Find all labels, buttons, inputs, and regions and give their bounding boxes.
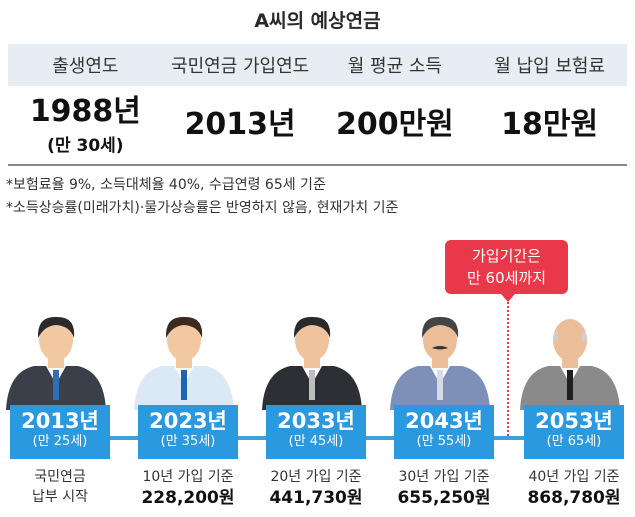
badge-year: 2033년 bbox=[277, 409, 355, 433]
caption-line1: 10년 가입 기준 bbox=[142, 469, 234, 485]
badge-age: (만 45세) bbox=[288, 434, 344, 449]
badge-year: 2043년 bbox=[405, 409, 483, 433]
person-illustration-2 bbox=[132, 310, 236, 410]
year-badge-2: 2023년 (만 35세) bbox=[138, 405, 238, 459]
badge-year: 2053년 bbox=[535, 409, 613, 433]
pension-amount: 655,250원 bbox=[397, 488, 491, 508]
income-value: 200만원 bbox=[335, 107, 454, 142]
stage-caption-3: 20년 가입 기준 441,730원 bbox=[254, 467, 378, 509]
caption-line1: 국민연금 bbox=[34, 469, 86, 485]
caption-line1: 30년 가입 기준 bbox=[398, 469, 490, 485]
person-illustration-4 bbox=[388, 310, 492, 410]
cell-join-year: 2013년 bbox=[163, 86, 318, 164]
premium-value: 18만원 bbox=[501, 107, 599, 142]
callout-line2: 만 60세까지 bbox=[466, 269, 547, 287]
stage-caption-2: 10년 가입 기준 228,200원 bbox=[126, 467, 250, 509]
join-year-value: 2013년 bbox=[184, 107, 296, 142]
person-illustration-1 bbox=[4, 310, 108, 410]
note-current-value: *소득상승률(미래가치)·물가상승률은 반영하지 않음, 현재가치 기준 bbox=[6, 200, 399, 216]
caption-line1: 20년 가입 기준 bbox=[270, 469, 362, 485]
birth-year-value: 1988년 bbox=[29, 93, 141, 129]
enrollment-period-callout: 가입기간은 만 60세까지 bbox=[445, 240, 568, 302]
header-birth-year: 출생연도 bbox=[52, 56, 119, 77]
page-title: A씨의 예상연금 bbox=[254, 10, 381, 32]
year-badge-4: 2043년 (만 55세) bbox=[394, 405, 494, 459]
year-badge-5: 2053년 (만 65세) bbox=[524, 405, 624, 459]
badge-year: 2023년 bbox=[149, 409, 227, 433]
badge-age: (만 25세) bbox=[32, 434, 88, 449]
birth-age-value: (만 30세) bbox=[47, 135, 124, 156]
cell-income: 200만원 bbox=[318, 86, 473, 164]
badge-age: (만 55세) bbox=[416, 434, 472, 449]
callout-line1: 가입기간은 bbox=[471, 247, 541, 265]
info-table: 출생연도 국민연금 가입연도 월 평균 소득 월 납입 보험료 1988년 (만… bbox=[8, 44, 627, 166]
caption-line2: 납부 시작 bbox=[32, 489, 88, 505]
header-join-year: 국민연금 가입연도 bbox=[171, 56, 310, 77]
pension-amount: 441,730원 bbox=[269, 488, 363, 508]
year-badge-3: 2033년 (만 45세) bbox=[266, 405, 366, 459]
header-monthly-premium: 월 납입 보험료 bbox=[494, 56, 606, 77]
badge-year: 2013년 bbox=[21, 409, 99, 433]
badge-age: (만 35세) bbox=[160, 434, 216, 449]
table-header-row: 출생연도 국민연금 가입연도 월 평균 소득 월 납입 보험료 bbox=[8, 44, 627, 86]
header-monthly-income: 월 평균 소득 bbox=[347, 56, 442, 77]
pension-amount: 228,200원 bbox=[141, 488, 235, 508]
table-value-row: 1988년 (만 30세) 2013년 200만원 18만원 bbox=[8, 86, 627, 166]
cell-premium: 18만원 bbox=[472, 86, 627, 164]
note-rates: *보험료율 9%, 소득대체율 40%, 수급연령 65세 기준 bbox=[6, 177, 326, 193]
stage-caption-4: 30년 가입 기준 655,250원 bbox=[382, 467, 506, 509]
year-badge-1: 2013년 (만 25세) bbox=[10, 405, 110, 459]
pension-amount: 868,780원 bbox=[527, 488, 621, 508]
stage-caption-5: 40년 가입 기준 868,780원 bbox=[512, 467, 635, 509]
caption-line1: 40년 가입 기준 bbox=[528, 469, 620, 485]
person-illustration-5 bbox=[518, 310, 622, 410]
person-illustration-3 bbox=[260, 310, 364, 410]
badge-age: (만 65세) bbox=[546, 434, 602, 449]
age-60-marker-line bbox=[507, 302, 509, 440]
cell-birth-year: 1988년 (만 30세) bbox=[8, 86, 163, 164]
